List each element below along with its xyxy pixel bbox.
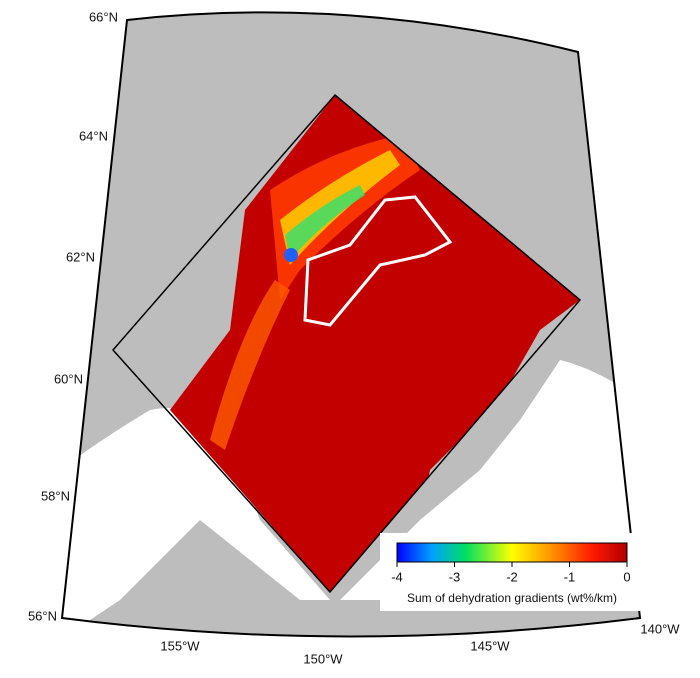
lon-label: 140°W [640, 621, 680, 636]
colorbar-tick-label: 0 [623, 569, 630, 584]
lat-label: 58°N [41, 488, 70, 503]
lat-label: 64°N [79, 128, 108, 143]
colorbar-label: Sum of dehydration gradients (wt%/km) [407, 591, 617, 605]
colorbar: Sum of dehydration gradients (wt%/km) -4… [380, 533, 642, 611]
lat-label: 66°N [89, 9, 118, 24]
lat-label: 60°N [54, 371, 83, 386]
lon-label: 145°W [470, 638, 510, 653]
colorbar-scale [396, 542, 628, 563]
frame [60, 11, 642, 638]
lat-label: 62°N [66, 249, 95, 264]
colorbar-tick-label: -2 [506, 569, 518, 584]
lon-label: 155°W [160, 638, 200, 653]
lat-label: 56°N [28, 608, 57, 623]
lon-label: 150°W [303, 651, 343, 666]
outline [303, 195, 453, 327]
colorbar-tick-label: -3 [449, 569, 461, 584]
colorbar-tick-label: -1 [564, 569, 576, 584]
colorbar-tick-label: -4 [391, 569, 403, 584]
study-box [111, 93, 582, 594]
